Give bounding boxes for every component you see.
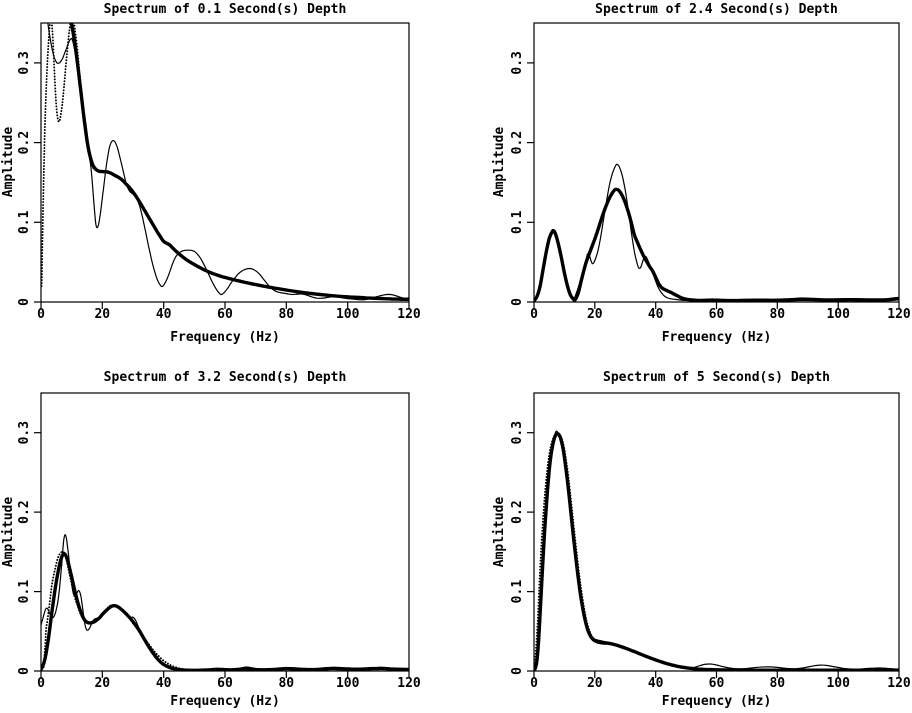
plot-box — [533, 392, 900, 672]
x-tick-label: 80 — [769, 307, 785, 322]
x-tick-label: 0 — [37, 307, 45, 322]
x-tick-label: 120 — [397, 307, 421, 322]
x-axis-label: Frequency (Hz) — [170, 330, 280, 345]
y-tick-label: 0.3 — [17, 421, 32, 444]
x-tick-label: 60 — [709, 307, 725, 322]
x-axis-label: Frequency (Hz) — [661, 694, 772, 709]
y-axis-label: Amplitude — [492, 126, 507, 198]
spectrum-panel-5s: 0 20 40 60 80 100 120 0 0.1 0.2 0.3 Spectrum of 5 … — [456, 356, 912, 712]
x-tick-label: 100 — [336, 307, 360, 322]
x-tick-label: 20 — [94, 676, 110, 691]
spectrum-panel-2-4s: 0 20 40 60 80 100 120 0 0.1 0.2 0.3 Spectrum of 2.… — [456, 0, 912, 356]
raw-spectrum-path — [534, 163, 899, 302]
raw-spectrum-path — [47, 23, 409, 301]
x-tick-label: 0 — [530, 307, 538, 322]
x-tick-label: 120 — [887, 307, 911, 322]
smoothed-spectrum-path — [534, 187, 899, 302]
y-tick-label: 0.1 — [510, 580, 525, 604]
plot-box — [40, 392, 410, 672]
dotted-spectrum-path — [534, 188, 899, 302]
smoothed-spectrum-path — [534, 431, 899, 671]
x-axis-label: Frequency (Hz) — [661, 330, 772, 345]
y-tick-label: 0.2 — [17, 500, 32, 523]
x-tick-label: 20 — [587, 676, 603, 691]
panel-title: Spectrum of 0.1 Second(s) Depth — [103, 2, 347, 17]
x-axis-label: Frequency (Hz) — [170, 694, 280, 709]
panel-title: Spectrum of 2.4 Second(s) Depth — [595, 2, 838, 17]
x-tick-label: 60 — [217, 676, 233, 691]
y-tick-label: 0.3 — [510, 51, 525, 74]
y-axis-label: Amplitude — [1, 496, 16, 568]
series-group — [534, 430, 899, 671]
y-tick-label: 0 — [510, 667, 525, 675]
y-tick-label: 0.1 — [510, 210, 525, 234]
series-group — [534, 163, 899, 302]
plot-svg: 0 20 40 60 80 100 120 0 0.1 0.2 0.3 — [17, 22, 421, 322]
x-tick-label: 120 — [887, 676, 911, 691]
y-axis-label: Amplitude — [1, 126, 16, 198]
x-tick-label: 40 — [156, 307, 172, 322]
dotted-spectrum-path — [41, 23, 409, 301]
y-tick-label: 0 — [17, 667, 32, 675]
smoothed-spectrum-path — [41, 552, 409, 671]
x-tick-label: 20 — [587, 307, 603, 322]
y-tick-label: 0.2 — [510, 500, 525, 523]
y-axis-label: Amplitude — [492, 496, 507, 568]
y-tick-label: 0 — [510, 298, 525, 306]
x-tick-label: 20 — [94, 307, 110, 322]
raw-spectrum-path — [41, 534, 409, 671]
x-tick-label: 0 — [530, 676, 538, 691]
series-group — [41, 23, 409, 302]
x-tick-label: 60 — [217, 307, 233, 322]
x-tick-label: 0 — [37, 676, 45, 691]
dotted-spectrum-path — [42, 550, 409, 671]
x-tick-label: 120 — [397, 676, 421, 691]
x-tick-label: 100 — [336, 676, 360, 691]
panel-title: Spectrum of 3.2 Second(s) Depth — [103, 370, 347, 385]
x-tick-label: 40 — [648, 307, 664, 322]
x-tick-label: 40 — [156, 676, 172, 691]
plot-svg: 0 20 40 60 80 100 120 0 0.1 0.2 0.3 — [510, 392, 911, 691]
x-tick-label: 80 — [769, 676, 785, 691]
y-tick-label: 0.1 — [17, 580, 32, 604]
plot-svg: 0 20 40 60 80 100 120 0 0.1 0.2 0.3 — [510, 22, 911, 322]
y-tick-label: 0.2 — [17, 131, 32, 154]
y-tick-label: 0.3 — [510, 421, 525, 444]
series-group — [41, 534, 409, 671]
x-tick-label: 100 — [826, 676, 850, 691]
x-tick-label: 80 — [278, 676, 294, 691]
plot-svg: 0 20 40 60 80 100 120 0 0.1 0.2 0.3 — [17, 392, 421, 691]
plot-box — [40, 22, 410, 303]
dotted-spectrum-path — [534, 432, 899, 671]
y-tick-label: 0.3 — [17, 51, 32, 74]
y-tick-label: 0.2 — [510, 131, 525, 154]
spectrum-panel-3-2s: 0 20 40 60 80 100 120 0 0.1 0.2 0.3 Spectrum of 3.… — [0, 356, 456, 712]
y-tick-label: 0.1 — [17, 210, 32, 234]
x-tick-label: 40 — [648, 676, 664, 691]
panel-title: Spectrum of 5 Second(s) Depth — [603, 370, 830, 385]
x-tick-label: 80 — [278, 307, 294, 322]
plot-box — [533, 22, 900, 303]
y-tick-label: 0 — [17, 298, 32, 306]
x-tick-label: 60 — [709, 676, 725, 691]
x-tick-label: 100 — [826, 307, 850, 322]
spectrum-panel-0-1s: 0 20 40 60 80 100 120 0 0.1 0.2 0.3 Spectrum of 0.… — [0, 0, 456, 356]
